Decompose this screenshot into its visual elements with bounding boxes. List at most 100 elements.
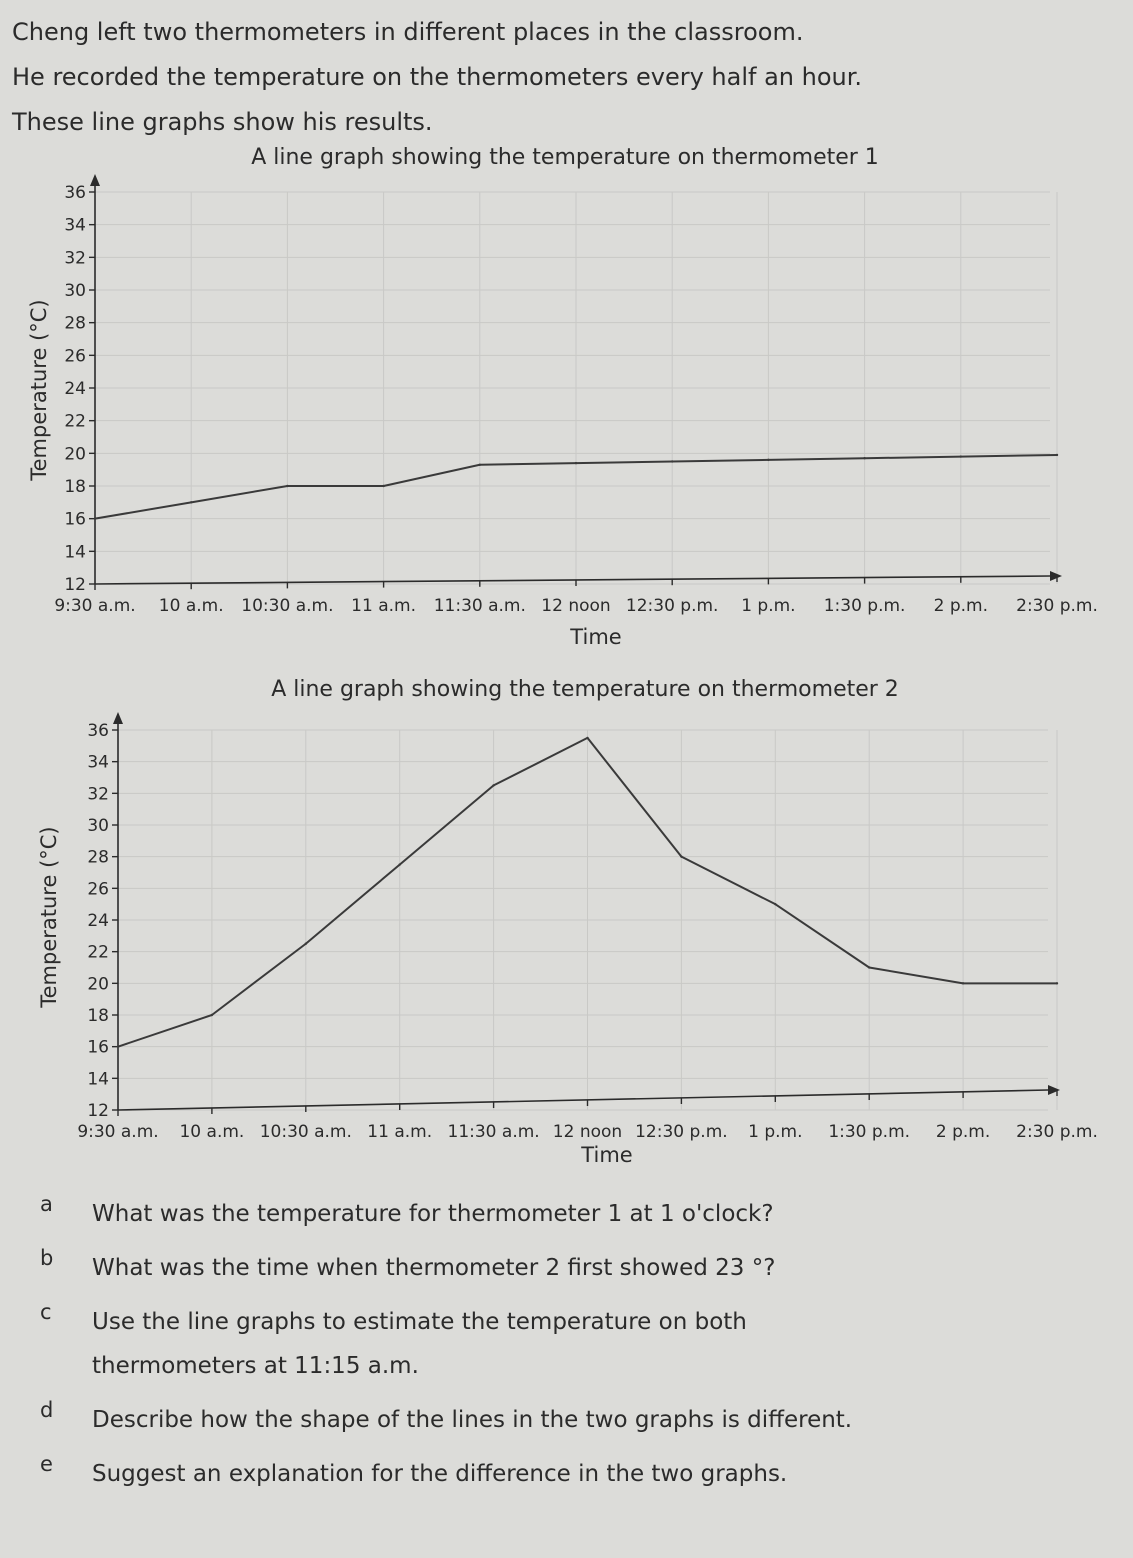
data-point	[961, 982, 965, 985]
data-point	[767, 458, 770, 462]
chart-title: A line graph showing the temperature on …	[251, 145, 879, 170]
data-point	[671, 460, 674, 463]
y-axis-label: Temperature (°C)	[27, 299, 51, 481]
question-d: d Describe how the shape of the lines in…	[40, 1398, 1110, 1442]
data-point	[382, 484, 385, 488]
x-tick-label: 11 a.m.	[351, 596, 416, 616]
x-tick-label: 12 noon	[553, 1122, 622, 1142]
data-point	[286, 484, 289, 488]
data-point	[116, 1045, 120, 1048]
y-axis-label: Temperature (°C)	[37, 826, 61, 1008]
x-tick-label: 1:30 p.m.	[828, 1122, 910, 1142]
y-tick-label: 30	[64, 281, 86, 301]
y-axis-arrow	[90, 174, 100, 186]
x-tick-label: 11:30 a.m.	[448, 1122, 540, 1142]
y-tick-label: 20	[87, 974, 109, 994]
question-c: c Use the line graphs to estimate the te…	[40, 1300, 1110, 1388]
data-point	[210, 1013, 214, 1017]
y-tick-label: 22	[87, 943, 109, 963]
y-tick-label: 14	[64, 542, 86, 562]
y-tick-label: 34	[64, 216, 86, 236]
y-tick-label: 16	[64, 510, 86, 530]
question-text: Describe how the shape of the lines in t…	[92, 1407, 853, 1433]
question-letter: c	[40, 1300, 52, 1324]
x-tick-label: 1 p.m.	[741, 596, 795, 616]
questions-list: a What was the temperature for thermomet…	[40, 1192, 1110, 1496]
data-point	[492, 784, 495, 787]
data-point	[93, 517, 97, 520]
x-axis-arrow	[1050, 571, 1062, 581]
x-tick-label: 2 p.m.	[934, 596, 988, 616]
thermometer-2-chart-svg: A line graph showing the temperature on …	[37, 677, 1098, 1167]
y-tick-label: 36	[87, 721, 109, 741]
x-tick-label: 9:30 a.m.	[77, 1122, 158, 1142]
x-tick-label: 10:30 a.m.	[241, 596, 333, 616]
y-tick-label: 24	[87, 911, 109, 931]
question-letter: d	[40, 1398, 54, 1422]
data-point	[398, 863, 401, 866]
intro-line-3: These line graphs show his results.	[12, 108, 433, 136]
x-tick-label: 11:30 a.m.	[434, 596, 526, 616]
y-tick-label: 18	[64, 477, 86, 497]
y-tick-label: 36	[64, 183, 86, 203]
question-letter: e	[40, 1452, 53, 1476]
x-axis-label: Time	[580, 1143, 632, 1167]
y-tick-label: 14	[87, 1069, 109, 1089]
x-tick-label: 12 noon	[541, 596, 610, 616]
y-tick-label: 26	[64, 346, 86, 366]
thermometer-1-chart: A line graph showing the temperature on …	[0, 140, 1133, 660]
intro-line-1: Cheng left two thermometers in different…	[12, 18, 804, 46]
y-tick-label: 32	[64, 248, 86, 268]
y-tick-label: 12	[87, 1101, 109, 1121]
intro-text: Cheng left two thermometers in different…	[12, 10, 1112, 145]
data-point	[1055, 453, 1059, 457]
x-tick-label: 12:30 p.m.	[626, 596, 719, 616]
data-point	[863, 457, 866, 460]
thermometer-2-chart: A line graph showing the temperature on …	[0, 672, 1133, 1172]
question-b: b What was the time when thermometer 2 f…	[40, 1246, 1110, 1290]
x-tick-label: 10:30 a.m.	[260, 1122, 352, 1142]
x-tick-label: 12:30 p.m.	[635, 1122, 728, 1142]
question-letter: a	[40, 1192, 53, 1216]
y-tick-label: 18	[87, 1006, 109, 1026]
x-axis	[117, 1089, 1049, 1111]
data-point	[774, 902, 777, 906]
x-axis-arrow	[1048, 1085, 1060, 1095]
question-text: What was the time when thermometer 2 fir…	[92, 1255, 776, 1281]
x-axis-label: Time	[569, 625, 621, 649]
data-point	[680, 855, 683, 858]
thermometer-1-chart-svg: A line graph showing the temperature on …	[27, 145, 1098, 649]
data-point	[959, 455, 962, 458]
y-tick-label: 30	[87, 816, 109, 836]
x-tick-label: 2:30 p.m.	[1016, 596, 1098, 616]
x-tick-label: 9:30 a.m.	[54, 596, 135, 616]
y-tick-label: 16	[87, 1038, 109, 1058]
data-point	[478, 463, 481, 466]
y-tick-label: 32	[87, 784, 109, 804]
y-axis-arrow	[113, 712, 123, 724]
data-point	[190, 501, 193, 504]
question-e: e Suggest an explanation for the differe…	[40, 1452, 1110, 1496]
question-a: a What was the temperature for thermomet…	[40, 1192, 1110, 1236]
y-tick-label: 12	[64, 575, 86, 595]
data-point	[1055, 982, 1059, 985]
data-point	[868, 966, 871, 969]
x-tick-label: 1 p.m.	[748, 1122, 802, 1142]
x-tick-label: 10 a.m.	[159, 596, 224, 616]
question-text: What was the temperature for thermometer…	[92, 1201, 774, 1227]
data-point	[304, 942, 307, 945]
question-text-line-1: Use the line graphs to estimate the temp…	[92, 1309, 747, 1335]
data-point	[574, 461, 578, 465]
x-tick-label: 1:30 p.m.	[824, 596, 906, 616]
question-text-line-2: thermometers at 11:15 a.m.	[92, 1353, 419, 1379]
y-tick-label: 22	[64, 412, 86, 432]
y-tick-label: 26	[87, 879, 109, 899]
question-letter: b	[40, 1246, 54, 1270]
y-tick-label: 20	[64, 444, 86, 464]
x-tick-label: 2:30 p.m.	[1016, 1122, 1098, 1142]
intro-line-2: He recorded the temperature on the therm…	[12, 63, 863, 91]
y-tick-label: 24	[64, 379, 86, 399]
data-point	[586, 736, 589, 740]
x-tick-label: 2 p.m.	[936, 1122, 990, 1142]
y-tick-label: 34	[87, 753, 109, 773]
